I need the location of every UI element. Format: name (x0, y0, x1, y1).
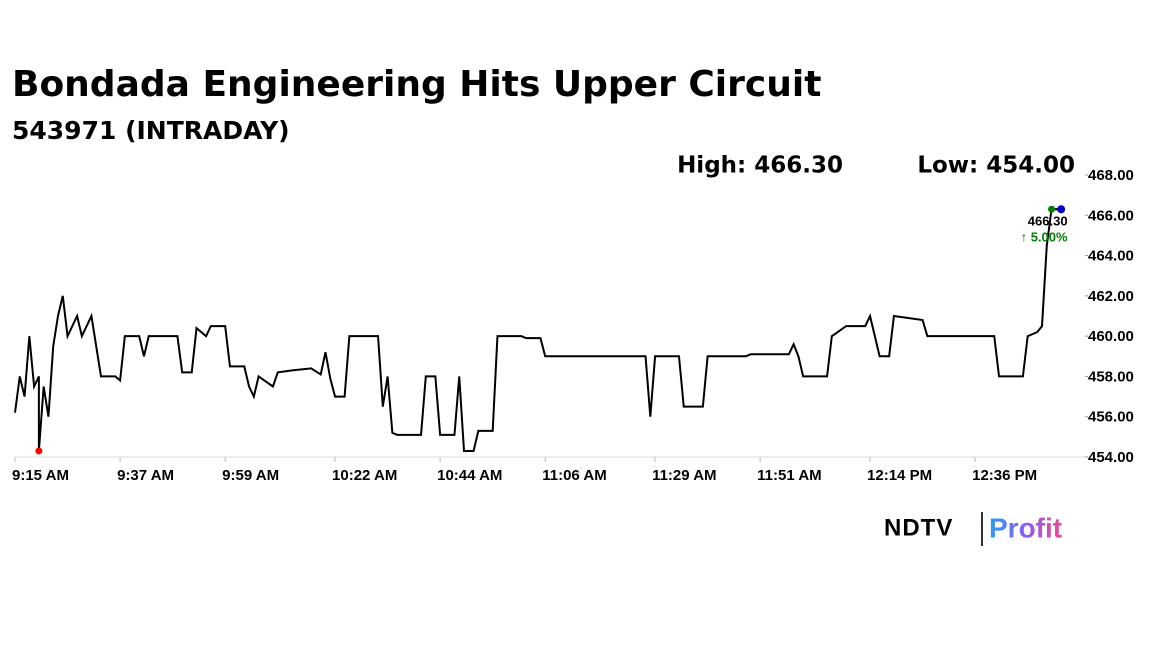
logo-right: Profit (989, 512, 1062, 543)
x-tick-label: 9:59 AM (222, 467, 279, 484)
x-tick-label: 11:29 AM (652, 467, 716, 484)
chart-title: Bondada Engineering Hits Upper Circuit (12, 64, 821, 105)
marker (1048, 205, 1056, 213)
y-tick-label: 466.00 (1088, 207, 1134, 224)
y-tick-label: 468.00 (1088, 167, 1134, 184)
y-tick-label: 460.00 (1088, 328, 1134, 345)
x-tick-label: 11:51 AM (757, 467, 821, 484)
change-label: ↑ 5.00% (1021, 230, 1068, 245)
y-tick-label: 464.00 (1088, 248, 1134, 265)
marker (1057, 205, 1066, 214)
y-tick-label: 458.00 (1088, 368, 1134, 385)
x-tick-label: 10:44 AM (437, 467, 502, 484)
x-tick-label: 11:06 AM (542, 467, 606, 484)
x-tick-label: 10:22 AM (332, 467, 397, 484)
y-tick-label: 454.00 (1088, 449, 1134, 466)
y-tick-label: 456.00 (1088, 409, 1134, 426)
last-label: 466.30 (1028, 214, 1068, 229)
price-line (14, 208, 1062, 452)
x-tick-label: 9:37 AM (117, 467, 174, 484)
logo-left: NDTV (884, 514, 953, 541)
y-tick-label: 462.00 (1088, 288, 1134, 305)
x-tick-label: 12:36 PM (972, 467, 1037, 484)
low-text: Low: 454.00 (917, 153, 1075, 179)
marker (35, 447, 43, 455)
high-text: High: 466.30 (677, 153, 843, 179)
x-tick-label: 9:15 AM (12, 467, 69, 484)
x-tick-label: 12:14 PM (867, 467, 932, 484)
chart-subtitle: 543971 (INTRADAY) (12, 116, 290, 145)
